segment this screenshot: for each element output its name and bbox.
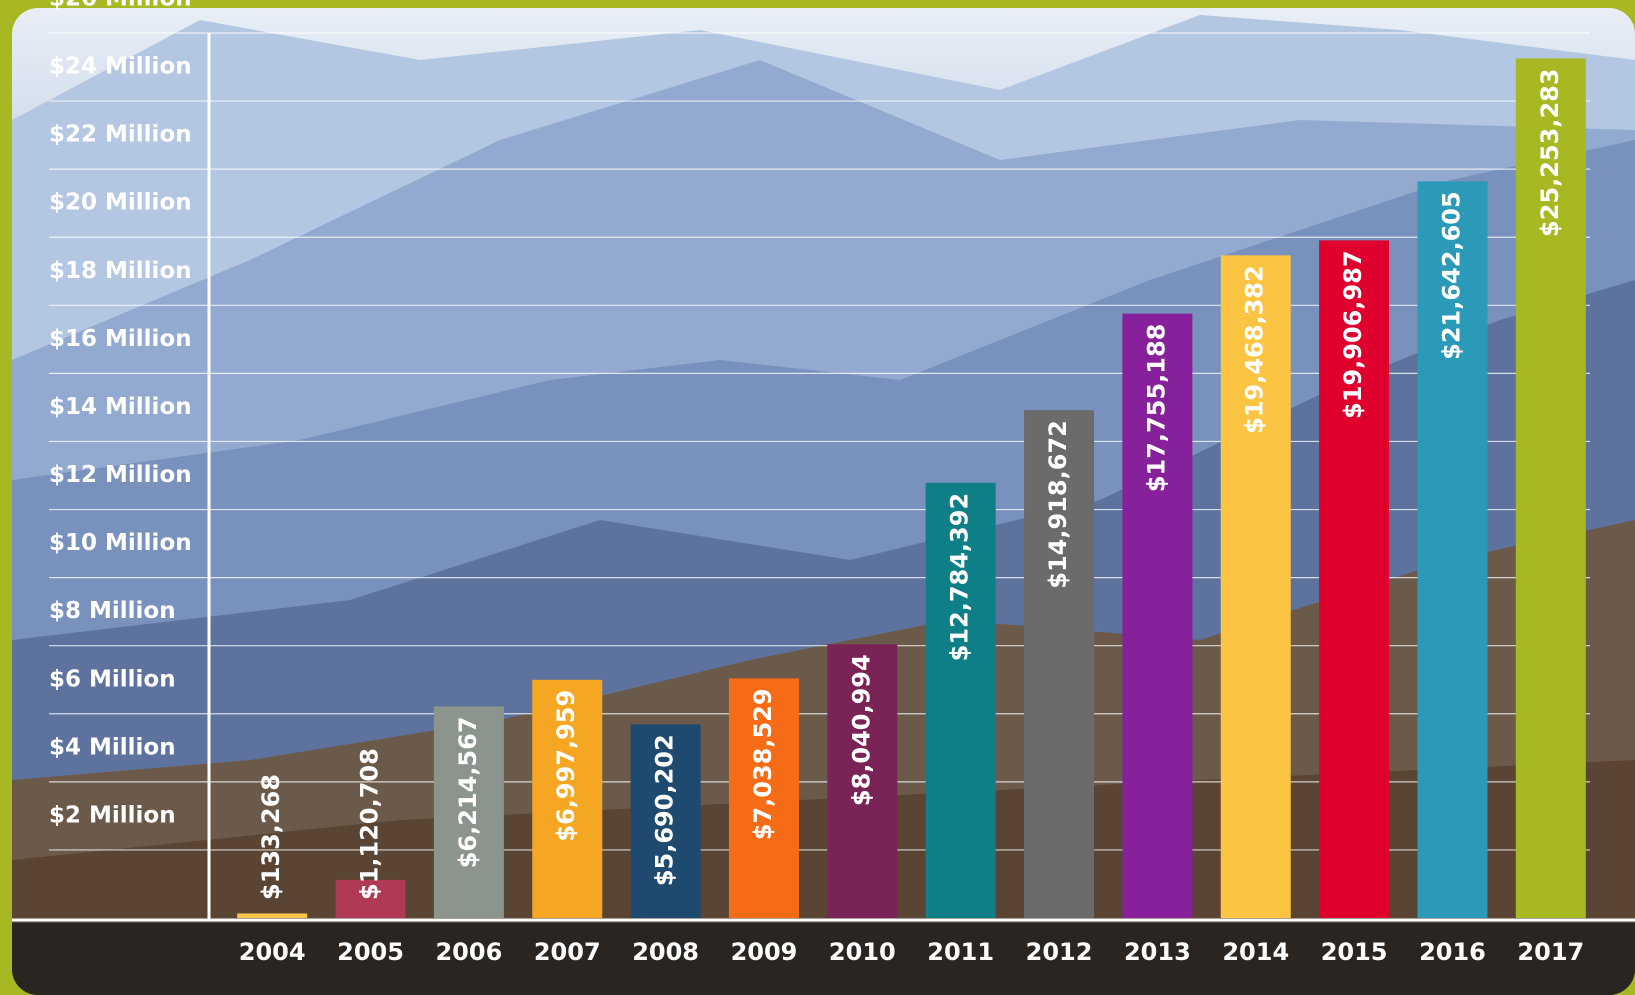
- x-tick-label: 2008: [632, 938, 699, 966]
- x-tick-label: 2014: [1222, 938, 1289, 966]
- chart: $2 Million $4 Million $6 Million $8 Million…: [0, 0, 1635, 995]
- value-label: $25,253,283: [1536, 68, 1564, 237]
- value-label: $6,997,959: [552, 690, 580, 842]
- y-tick-label: $24 Million: [49, 54, 192, 80]
- value-label: $133,268: [257, 774, 285, 900]
- y-tick-label: $12 Million: [49, 462, 192, 488]
- x-tick-label: 2004: [239, 938, 306, 966]
- x-tick-label: 2013: [1124, 938, 1191, 966]
- y-tick-label: $10 Million: [49, 530, 192, 556]
- x-tick-label: 2017: [1517, 938, 1584, 966]
- x-tick-label: 2011: [927, 938, 994, 966]
- value-label: $5,690,202: [651, 734, 679, 886]
- y-tick-label: $4 Million: [49, 734, 176, 760]
- value-label: $12,784,392: [946, 493, 974, 662]
- background: [12, 8, 1635, 995]
- y-tick-label: $14 Million: [49, 394, 192, 420]
- page: {"chart_data": {"type": "bar", "categori…: [0, 0, 1635, 995]
- y-tick-label: $6 Million: [49, 666, 176, 692]
- value-label: $6,214,567: [454, 716, 482, 868]
- x-tick-label: 2010: [829, 938, 896, 966]
- y-tick-label: $2 Million: [49, 802, 176, 828]
- y-tick-label: $26 Million: [49, 0, 192, 12]
- value-label: $21,642,605: [1437, 191, 1465, 360]
- x-tick-label: 2016: [1419, 938, 1486, 966]
- y-tick-label: $8 Million: [49, 598, 176, 624]
- value-label: $19,906,987: [1339, 250, 1367, 419]
- x-tick-label: 2005: [337, 938, 404, 966]
- y-tick-label: $22 Million: [49, 122, 192, 148]
- y-tick-label: $20 Million: [49, 190, 192, 216]
- x-tick-label: 2012: [1026, 938, 1093, 966]
- x-tick-label: 2006: [435, 938, 502, 966]
- x-tick-label: 2007: [534, 938, 601, 966]
- y-tick-label: $18 Million: [49, 258, 192, 284]
- value-label: $1,120,708: [356, 748, 384, 900]
- bar: [237, 913, 307, 918]
- x-tick-label: 2009: [731, 938, 798, 966]
- value-label: $17,755,188: [1142, 324, 1170, 493]
- value-label: $14,918,672: [1044, 420, 1072, 589]
- value-label: $7,038,529: [749, 688, 777, 840]
- y-tick-label: $16 Million: [49, 326, 192, 352]
- value-label: $19,468,382: [1241, 265, 1269, 434]
- value-label: $8,040,994: [847, 654, 875, 806]
- x-tick-label: 2015: [1321, 938, 1388, 966]
